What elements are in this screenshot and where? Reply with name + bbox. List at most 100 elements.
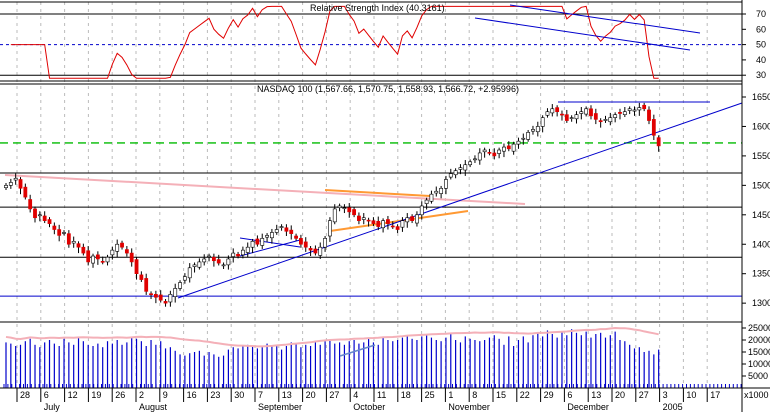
- candle-body: [584, 108, 589, 115]
- month-label: November: [448, 402, 490, 412]
- candle-body: [531, 129, 535, 132]
- orange-line-upper: [324, 189, 431, 197]
- candle-body: [642, 104, 647, 110]
- date-tick-label: 25: [425, 390, 435, 400]
- candle-body: [400, 220, 405, 228]
- candle-body: [129, 252, 134, 263]
- candle-body: [323, 238, 327, 248]
- candle-body: [23, 186, 28, 198]
- date-tick-label: 11: [377, 390, 386, 400]
- candle-body: [81, 246, 86, 254]
- candle-body: [589, 108, 593, 117]
- volume-tick-label: 15000: [748, 347, 770, 357]
- flag-line-upper: [239, 237, 301, 248]
- candle-body: [95, 254, 100, 260]
- candle-body: [497, 149, 502, 154]
- candle-body: [47, 219, 52, 224]
- candle-body: [448, 173, 453, 178]
- candle-body: [376, 220, 381, 227]
- candle-body: [182, 276, 187, 281]
- price-tick-label: 1650: [752, 92, 770, 102]
- candle-body: [168, 294, 173, 303]
- candle-body: [207, 255, 211, 258]
- candle-body: [236, 253, 240, 257]
- date-tick-label: 2: [139, 390, 144, 400]
- candle-body: [569, 117, 574, 119]
- grid: [16, 2, 708, 388]
- date-tick-label: 16: [187, 390, 197, 400]
- candle-body: [535, 126, 540, 133]
- candle-body: [279, 226, 284, 228]
- rsi-title: Relative Strength Index (40.3161): [310, 3, 445, 13]
- date-tick-label: 12: [68, 390, 78, 400]
- candle-body: [274, 229, 279, 233]
- orange-line-lower: [329, 210, 469, 232]
- price-tick-label: 1300: [752, 298, 770, 308]
- candle-body: [289, 229, 294, 234]
- pink-trendline: [4, 174, 526, 205]
- date-tick-label: 17: [710, 390, 720, 400]
- date-tick-label: 13: [591, 390, 601, 400]
- date-tick-label: 18: [401, 390, 411, 400]
- date-tick-label: 27: [329, 390, 339, 400]
- price-title: NASDAQ 100 (1,567.66, 1,570.75, 1,558.93…: [257, 84, 519, 94]
- price-tick-label: 1500: [752, 180, 770, 190]
- candle-body: [487, 152, 492, 154]
- candle-body: [458, 167, 463, 170]
- candle-body: [405, 217, 410, 223]
- candle-body: [250, 241, 255, 248]
- candle-body: [245, 246, 250, 253]
- candle-body: [134, 259, 139, 274]
- candle-body: [187, 267, 192, 279]
- rsi-tick-label: 50: [756, 40, 766, 50]
- candle-body: [260, 238, 265, 246]
- month-label: 2005: [663, 402, 683, 412]
- candle-body: [366, 219, 371, 222]
- candle-body: [173, 288, 178, 297]
- date-tick-label: 28: [20, 390, 30, 400]
- candle-body: [158, 294, 163, 301]
- candle-body: [579, 111, 584, 114]
- candle-body: [328, 220, 332, 237]
- date-tick-label: 3: [663, 390, 668, 400]
- rsi-tick-label: 30: [756, 70, 766, 80]
- candle-body: [502, 146, 506, 152]
- candle-body: [352, 209, 356, 216]
- candle-body: [564, 114, 569, 121]
- date-tick-label: 22: [520, 390, 530, 400]
- candle-body: [545, 111, 550, 116]
- candle-body: [574, 114, 579, 120]
- candle-body: [216, 259, 221, 264]
- volume-tick-label: 10000: [748, 359, 770, 369]
- candle-body: [390, 225, 395, 228]
- month-label: December: [567, 402, 609, 412]
- candle-body: [627, 108, 632, 111]
- candle-body: [42, 215, 47, 221]
- candle-body: [240, 249, 245, 256]
- candle-body: [463, 164, 468, 171]
- candle-body: [86, 250, 91, 263]
- candle-body: [221, 264, 226, 267]
- candle-body: [144, 278, 149, 292]
- candle-body: [429, 193, 434, 202]
- date-tick-label: 1: [448, 390, 453, 400]
- candle-body: [37, 214, 42, 217]
- candle-body: [477, 152, 482, 161]
- candle-body: [473, 158, 477, 161]
- candle-body: [33, 208, 37, 219]
- date-tick-label: 8: [472, 390, 477, 400]
- candle-body: [506, 145, 511, 150]
- volume-moving-average: [5, 327, 659, 348]
- volume-unit: x1000: [744, 390, 769, 400]
- candle-body: [120, 242, 124, 248]
- candle-body: [211, 256, 216, 262]
- candle-body: [492, 152, 497, 157]
- date-tick-label: 29: [544, 390, 554, 400]
- date-tick-label: 6: [44, 390, 49, 400]
- candle-body: [618, 112, 622, 114]
- candle-body: [637, 107, 642, 111]
- candle-body: [521, 137, 526, 140]
- candle-body: [255, 238, 260, 245]
- candle-body: [76, 243, 81, 248]
